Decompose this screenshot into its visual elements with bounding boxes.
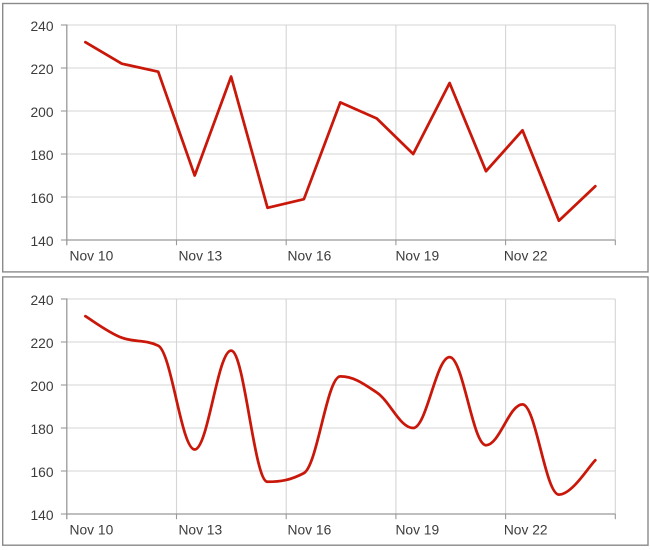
svg-text:140: 140 (30, 234, 53, 249)
svg-text:Nov 16: Nov 16 (288, 248, 332, 263)
svg-text:Nov 16: Nov 16 (288, 522, 332, 537)
svg-text:160: 160 (30, 465, 53, 480)
svg-text:200: 200 (30, 379, 53, 394)
svg-text:Nov 22: Nov 22 (504, 248, 548, 263)
svg-text:180: 180 (30, 422, 53, 437)
svg-text:Nov 22: Nov 22 (504, 522, 548, 537)
svg-text:160: 160 (30, 191, 53, 206)
svg-text:140: 140 (30, 508, 53, 523)
svg-text:220: 220 (30, 336, 53, 351)
svg-text:Nov 10: Nov 10 (70, 522, 114, 537)
svg-text:Nov 10: Nov 10 (70, 248, 114, 263)
svg-text:220: 220 (30, 62, 53, 77)
svg-text:240: 240 (30, 19, 53, 34)
svg-text:200: 200 (30, 105, 53, 120)
svg-text:Nov 19: Nov 19 (395, 248, 439, 263)
svg-text:Nov 19: Nov 19 (395, 522, 439, 537)
svg-text:240: 240 (30, 293, 53, 308)
svg-text:180: 180 (30, 148, 53, 163)
svg-text:Nov 13: Nov 13 (178, 522, 222, 537)
svg-text:Nov 13: Nov 13 (178, 248, 222, 263)
